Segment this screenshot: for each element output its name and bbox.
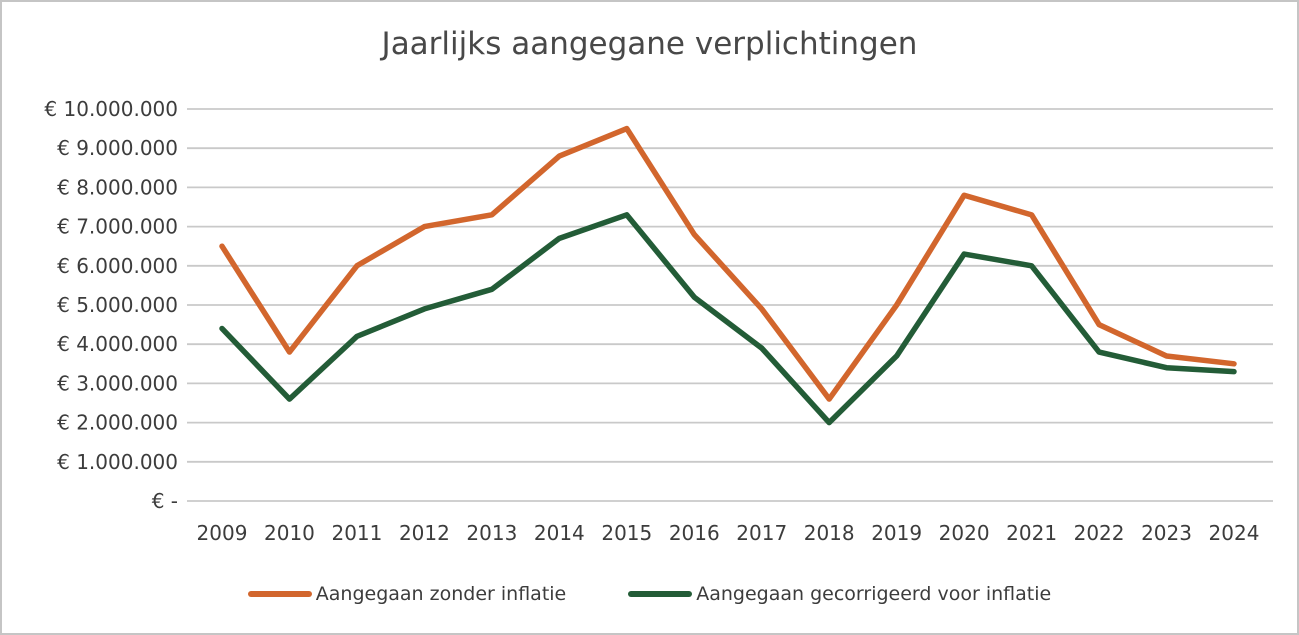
x-axis-tick-label: 2010 — [264, 521, 315, 545]
y-axis-tick-label: € 4.000.000 — [57, 332, 178, 356]
x-axis-tick-label: 2011 — [331, 521, 382, 545]
y-axis-tick-label: € 9.000.000 — [57, 136, 178, 160]
x-axis-tick-label: 2017 — [736, 521, 787, 545]
x-axis-tick-label: 2024 — [1209, 521, 1260, 545]
y-axis-tick-label: € - — [152, 489, 178, 513]
y-axis-tick-label: € 6.000.000 — [57, 254, 178, 278]
y-axis-tick-label: € 1.000.000 — [57, 450, 178, 474]
y-axis-tick-label: € 3.000.000 — [57, 371, 178, 395]
x-axis-tick-label: 2023 — [1141, 521, 1192, 545]
x-axis-tick-label: 2018 — [804, 521, 855, 545]
x-axis-tick-label: 2020 — [939, 521, 990, 545]
series-line-zonder-inflatie — [219, 125, 1237, 402]
x-axis-tick-label: 2021 — [1006, 521, 1057, 545]
legend-item-zonder-inflatie: Aangegaan zonder inflatie — [247, 583, 567, 605]
y-axis-tick-label: € 7.000.000 — [57, 215, 178, 239]
x-axis-tick-label: 2022 — [1074, 521, 1125, 545]
x-axis-tick-label: 2014 — [534, 521, 585, 545]
x-axis-tick-label: 2015 — [601, 521, 652, 545]
y-axis-tick-label: € 8.000.000 — [57, 175, 178, 199]
y-axis-tick-label: € 5.000.000 — [57, 293, 178, 317]
legend-line-swatch-orange — [247, 591, 312, 597]
legend-label: Aangegaan gecorrigeerd voor inflatie — [696, 583, 1052, 605]
chart-title: Jaarlijks aangegane verplichtingen — [381, 26, 918, 62]
series-line-gecorrigeerd-voor-inflatie — [219, 212, 1237, 426]
x-axis-tick-label: 2009 — [197, 521, 248, 545]
y-axis-tick-label: € 2.000.000 — [57, 411, 178, 435]
x-axis-tick-label: 2019 — [871, 521, 922, 545]
legend-label: Aangegaan zonder inflatie — [315, 583, 567, 605]
x-axis-tick-label: 2012 — [399, 521, 450, 545]
x-axis-tick-label: 2013 — [466, 521, 517, 545]
x-axis-tick-label: 2016 — [669, 521, 720, 545]
y-axis-tick-label: € 10.000.000 — [44, 97, 178, 121]
chart-legend: Aangegaan zonder inflatie Aangegaan geco… — [2, 583, 1297, 605]
legend-item-gecorrigeerd: Aangegaan gecorrigeerd voor inflatie — [628, 583, 1051, 605]
legend-line-swatch-green — [628, 591, 693, 597]
